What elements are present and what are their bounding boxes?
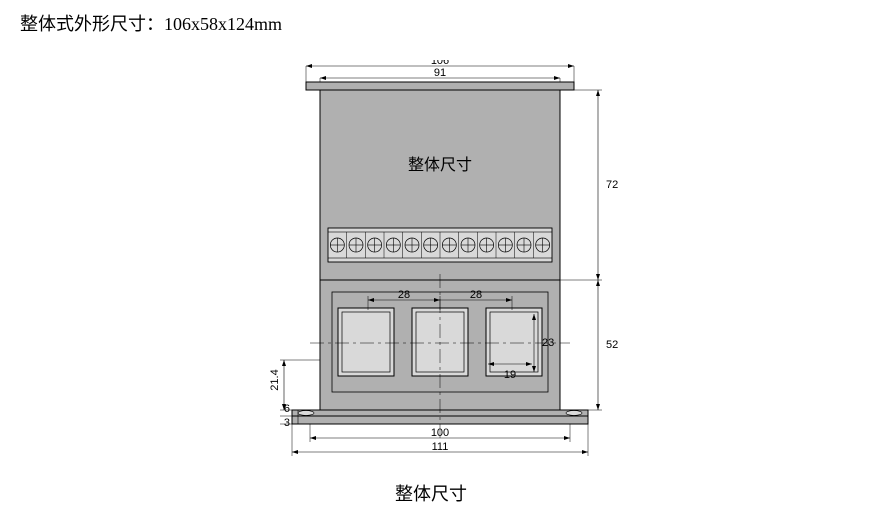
dim-right-52: 52 — [560, 280, 618, 410]
body-label: 整体尺寸 — [408, 156, 472, 174]
svg-text:28: 28 — [398, 289, 410, 301]
figure-caption: 整体尺寸 — [395, 480, 467, 506]
technical-drawing: 106 91 整体尺寸 28 28 — [250, 60, 670, 460]
svg-text:6: 6 — [284, 403, 290, 415]
svg-text:21.4: 21.4 — [269, 369, 281, 390]
top-plate — [306, 82, 574, 90]
svg-text:106: 106 — [431, 60, 449, 67]
svg-text:100: 100 — [431, 427, 449, 439]
svg-text:111: 111 — [432, 441, 449, 453]
svg-text:19: 19 — [504, 369, 516, 381]
page-title: 整体式外形尺寸：106x58x124mm — [20, 10, 282, 36]
svg-text:52: 52 — [606, 339, 618, 351]
dim-right-72: 72 — [560, 90, 618, 280]
dim-bottom-100: 100 — [310, 424, 570, 442]
svg-text:72: 72 — [606, 179, 618, 191]
svg-text:91: 91 — [434, 67, 446, 79]
svg-text:3: 3 — [284, 417, 290, 429]
svg-text:28: 28 — [470, 289, 482, 301]
